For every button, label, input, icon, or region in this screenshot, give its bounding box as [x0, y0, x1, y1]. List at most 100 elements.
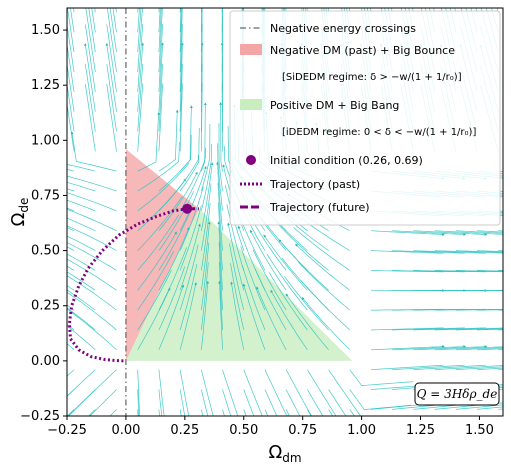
- streamline: [67, 217, 96, 232]
- streamline: [158, 8, 161, 33]
- streamline: [392, 230, 467, 236]
- legend-marker-positive-dm: [240, 99, 262, 110]
- streamline: [455, 270, 503, 272]
- streamline: [84, 84, 96, 152]
- streamline: [477, 348, 503, 351]
- streamline: [370, 270, 444, 273]
- streamline: [67, 235, 96, 251]
- streamline: [455, 404, 503, 410]
- streamline: [158, 63, 163, 132]
- streamline: [179, 205, 202, 271]
- streamline: [413, 230, 488, 236]
- legend-label-negative-dm: Negative DM (past) + Big Bounce: [270, 44, 455, 57]
- streamline: [137, 63, 144, 132]
- streamline: [158, 171, 198, 231]
- streamline: [266, 253, 308, 311]
- streamline: [67, 62, 75, 112]
- streamline: [67, 285, 75, 291]
- streamline: [137, 42, 145, 112]
- streamline: [307, 369, 337, 416]
- streamline: [268, 272, 308, 331]
- streamline: [307, 409, 312, 416]
- streamline: [105, 42, 117, 112]
- streamline: [106, 64, 117, 132]
- streamline: [200, 202, 211, 271]
- streamline: [85, 8, 96, 73]
- streamline: [137, 251, 175, 311]
- streamline: [158, 227, 190, 291]
- equation-annotation-box: [414, 382, 500, 406]
- streamline: [370, 250, 444, 254]
- streamline: [285, 293, 329, 351]
- streamline: [179, 127, 200, 192]
- legend-label-idedm-regime: [iDEDM regime: 0 < δ < −w/(1 + 1/r₀)]: [282, 127, 476, 138]
- streamline: [477, 367, 503, 371]
- streamline: [200, 262, 209, 331]
- legend-marker-initial-condition: [246, 155, 256, 165]
- streamline: [276, 222, 329, 271]
- x-tick-label: 1.00: [347, 423, 376, 438]
- streamline: [254, 268, 287, 331]
- streamline: [158, 8, 162, 53]
- streamline: [413, 270, 487, 273]
- streamline: [67, 225, 117, 251]
- streamline: [222, 369, 239, 416]
- streamline: [179, 8, 182, 33]
- x-tick-label: −0.25: [47, 423, 87, 438]
- streamline: [477, 270, 503, 272]
- streamline: [137, 269, 172, 331]
- streamline: [370, 230, 445, 236]
- streamline: [455, 250, 503, 253]
- streamline: [218, 242, 223, 311]
- streamline: [137, 196, 183, 251]
- streamline: [137, 287, 171, 350]
- streamline: [137, 8, 143, 73]
- streamline: [70, 8, 75, 33]
- streamline: [137, 369, 140, 416]
- streamline: [413, 345, 488, 351]
- streamline: [477, 406, 503, 410]
- streamline: [158, 266, 186, 331]
- streamline: [137, 112, 161, 172]
- streamline: [67, 192, 117, 212]
- x-tick-label: 0.25: [170, 423, 199, 438]
- streamline: [217, 221, 223, 291]
- streamline: [67, 42, 75, 92]
- streamline: [179, 409, 182, 416]
- streamline: [434, 250, 503, 254]
- streamline: [200, 162, 214, 231]
- x-tick-label: 0.50: [229, 423, 258, 438]
- y-tick-label: 1.25: [31, 78, 60, 93]
- streamline: [179, 165, 207, 231]
- streamline: [68, 369, 117, 416]
- streamline: [256, 286, 287, 350]
- streamline: [328, 369, 362, 416]
- streamline: [179, 105, 193, 172]
- streamline: [229, 243, 245, 311]
- y-tick-label: 1.00: [31, 133, 60, 148]
- y-tick-label: −0.25: [20, 409, 60, 424]
- streamline: [477, 328, 503, 331]
- streamline: [298, 261, 351, 311]
- streamline: [179, 389, 186, 416]
- streamline: [137, 389, 140, 416]
- initial-condition-marker: [182, 203, 193, 214]
- y-axis-label-sub: de: [17, 198, 31, 213]
- x-tick-label: 1.50: [465, 423, 494, 438]
- streamline: [200, 280, 210, 350]
- streamline: [137, 409, 139, 416]
- streamline: [179, 186, 204, 251]
- streamline: [328, 389, 347, 416]
- streamline: [137, 23, 144, 92]
- streamline: [179, 83, 183, 152]
- streamline: [222, 409, 225, 416]
- streamline: [455, 366, 503, 371]
- y-tick-label: 0.50: [31, 244, 60, 259]
- equation-annotation: Q = 3Hδρ_de: [414, 382, 500, 406]
- streamline: [227, 222, 245, 291]
- y-tick-label: 0.75: [31, 188, 60, 203]
- streamline: [477, 309, 503, 311]
- streamline: [370, 364, 444, 371]
- streamline: [67, 271, 96, 291]
- streamline: [477, 230, 503, 233]
